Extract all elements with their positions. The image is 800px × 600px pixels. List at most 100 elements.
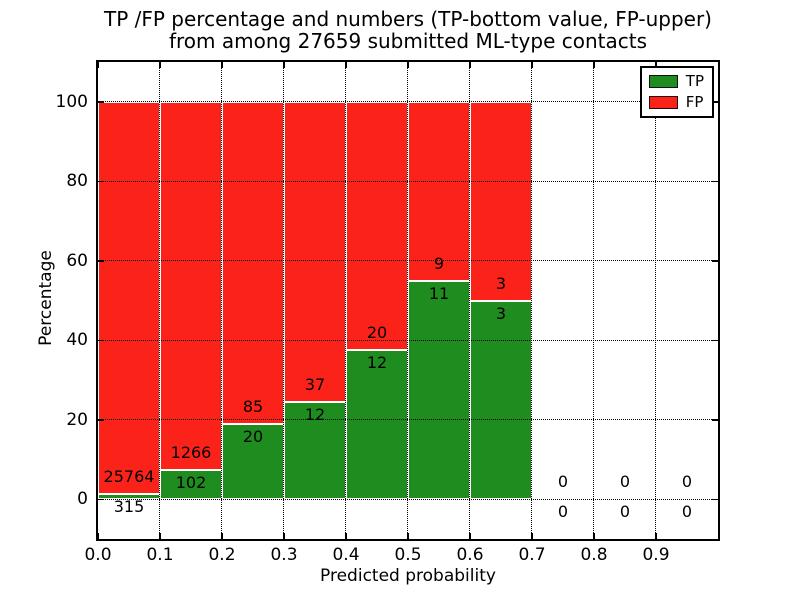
tp-count-label: 3 [495, 303, 507, 323]
x-gridline [655, 62, 657, 539]
fp-count-label: 3 [495, 273, 507, 293]
x-tick-bottom [593, 533, 595, 539]
plot-area: 25764 315 1266 102 85 20 37 12 20 12 9 11 3 3 0 0 0 0 0 0 T… [96, 60, 720, 541]
fp-count-label: 20 [366, 323, 388, 343]
x-tick-bottom [407, 533, 409, 539]
x-gridline [159, 62, 161, 539]
y-gridline [98, 419, 718, 420]
tp-color-patch-icon [648, 75, 678, 88]
tp-count-label: 315 [113, 497, 145, 517]
fp-count-label: 85 [242, 396, 264, 416]
x-tick-label: 0.6 [456, 545, 484, 565]
y-tick-right [712, 419, 718, 421]
y-tick-label: 80 [66, 171, 88, 192]
y-gridline [98, 339, 718, 341]
bar-tp-segment [284, 401, 346, 500]
y-tick-label: 60 [66, 250, 88, 271]
y-tick-label: 100 [55, 91, 88, 112]
x-tick-top [655, 62, 657, 68]
fp-count-label: 37 [304, 374, 326, 394]
legend: TP FP [639, 66, 714, 118]
fp-count-label: 0 [681, 472, 693, 492]
y-tick-left [98, 180, 104, 182]
tp-count-label: 11 [428, 283, 450, 303]
y-tick-right [712, 180, 718, 182]
y-tick-right [712, 498, 718, 500]
x-gridline [221, 62, 223, 539]
legend-item-fp: FP [648, 93, 704, 111]
bar-tp-segment [346, 350, 408, 500]
x-gridline [469, 62, 471, 539]
y-tick-right [712, 101, 718, 103]
x-tick-bottom [283, 533, 285, 539]
y-tick-right [712, 260, 718, 262]
legend-item-tp: TP [648, 72, 704, 90]
bar-fp-segment [222, 101, 284, 424]
x-tick-top [345, 62, 347, 68]
y-tick-left [98, 339, 104, 341]
x-tick-top [159, 62, 161, 68]
tp-count-label: 0 [557, 502, 569, 522]
fp-count-label: 0 [619, 472, 631, 492]
y-gridline [98, 180, 718, 182]
bar-fp-segment [98, 101, 160, 495]
fp-count-label: 0 [557, 472, 569, 492]
legend-item-label: TP [685, 72, 704, 90]
x-tick-top [97, 62, 99, 68]
legend-item-label: FP [685, 93, 704, 111]
x-tick-label: 0.0 [84, 545, 112, 565]
tp-count-label: 20 [242, 426, 264, 446]
x-gridline [407, 62, 409, 539]
x-gridline [593, 62, 595, 539]
x-tick-label: 0.7 [518, 545, 546, 565]
fp-color-patch-icon [648, 96, 678, 109]
x-tick-bottom [159, 533, 161, 539]
bar-fp-segment [408, 101, 470, 281]
x-tick-label: 0.2 [208, 545, 236, 565]
bar-tp-segment [470, 300, 532, 500]
bar-fp-segment [284, 101, 346, 402]
bar-fp-segment [470, 101, 532, 301]
x-axis-label: Predicted probability [320, 566, 496, 586]
y-gridline [98, 260, 718, 261]
chart-title: TP /FP percentage and numbers (TP-bottom… [96, 8, 720, 52]
x-gridline [531, 62, 533, 539]
x-tick-label: 0.3 [270, 545, 298, 565]
chart-title-line1: TP /FP percentage and numbers (TP-bottom… [104, 7, 712, 31]
y-gridline [98, 498, 718, 500]
y-tick-left [98, 260, 104, 262]
x-tick-top [283, 62, 285, 68]
fp-count-label: 1266 [170, 442, 212, 462]
bar-fp-segment [160, 101, 222, 470]
bar-fp-segment [346, 101, 408, 351]
x-tick-bottom [345, 533, 347, 539]
tp-count-label: 12 [304, 404, 326, 424]
x-tick-bottom [531, 533, 533, 539]
x-tick-bottom [655, 533, 657, 539]
y-tick-left [98, 101, 104, 103]
x-tick-top [593, 62, 595, 68]
y-tick-left [98, 419, 104, 421]
x-tick-label: 0.4 [332, 545, 360, 565]
x-tick-label: 0.1 [146, 545, 174, 565]
y-tick-right [712, 339, 718, 341]
tp-count-label: 0 [681, 502, 693, 522]
y-tick-label: 20 [66, 409, 88, 430]
y-tick-label: 40 [66, 330, 88, 351]
x-gridline [345, 62, 347, 539]
x-tick-top [469, 62, 471, 68]
chart-title-line2: from among 27659 submitted ML-type conta… [168, 29, 648, 53]
x-tick-top [407, 62, 409, 68]
x-tick-top [531, 62, 533, 68]
fp-count-label: 25764 [103, 467, 155, 487]
tp-count-label: 0 [619, 502, 631, 522]
x-tick-label: 0.9 [642, 545, 670, 565]
y-tick-label: 0 [77, 489, 88, 510]
tp-count-label: 102 [175, 472, 207, 492]
x-tick-label: 0.8 [580, 545, 608, 565]
fp-count-label: 9 [433, 253, 445, 273]
x-tick-label: 0.5 [394, 545, 422, 565]
x-tick-top [221, 62, 223, 68]
tp-count-label: 12 [366, 353, 388, 373]
